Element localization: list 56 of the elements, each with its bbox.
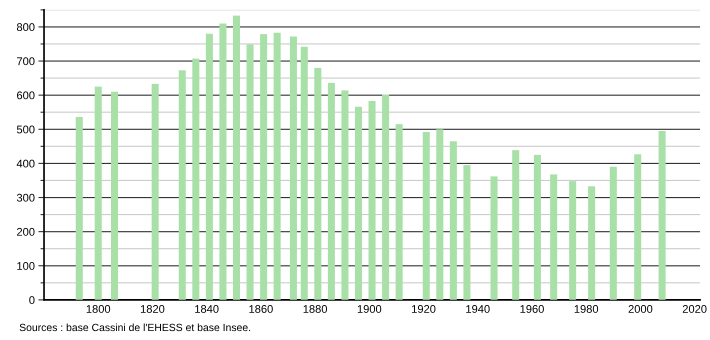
x-tick-label: 1880: [304, 305, 328, 313]
bar: [341, 90, 348, 300]
y-tick-label: 0: [29, 296, 35, 304]
bar: [382, 94, 390, 300]
bar: [328, 82, 335, 300]
y-tick-label: 400: [16, 160, 35, 168]
y-tick-label: 300: [16, 194, 35, 202]
bar: [206, 34, 213, 300]
x-tick-label: 1900: [358, 305, 382, 313]
x-tick-label: 2000: [628, 305, 652, 313]
bar: [436, 129, 444, 300]
bar: [463, 165, 470, 300]
x-tick-label: 1820: [140, 305, 164, 313]
y-tick-label: 100: [17, 262, 35, 270]
bar: [219, 24, 226, 300]
x-tick-label: 1960: [520, 305, 544, 313]
bar: [246, 44, 254, 300]
bar: [634, 154, 642, 300]
bar: [290, 36, 297, 300]
x-tick-label: 2020: [682, 305, 707, 313]
bar: [550, 174, 558, 300]
bar: [178, 70, 186, 300]
source-note: Sources : base Cassini de l'EHESS et base Insee.: [20, 323, 250, 332]
bar: [658, 130, 666, 300]
bar: [354, 106, 362, 300]
bar: [569, 181, 576, 300]
x-tick-label: 1800: [86, 305, 110, 313]
y-tick-label: 500: [16, 126, 35, 134]
y-tick-label: 700: [17, 57, 35, 66]
bar: [260, 34, 268, 300]
bar: [274, 32, 281, 300]
bar: [300, 46, 308, 300]
bar: [152, 84, 159, 300]
x-tick-label: 1840: [195, 305, 219, 313]
bar: [512, 150, 520, 300]
y-tick-label: 600: [17, 91, 35, 100]
x-tick-label: 1980: [574, 305, 598, 313]
bar: [76, 116, 83, 300]
bar: [396, 124, 403, 300]
y-tick-label: 200: [17, 228, 35, 236]
bar: [368, 100, 376, 300]
bar: [534, 154, 541, 300]
x-tick-label: 1940: [466, 305, 490, 313]
bar: [450, 141, 457, 300]
bar: [490, 176, 498, 300]
bar: [94, 86, 102, 300]
bar: [422, 132, 430, 300]
bar: [192, 58, 200, 300]
bar: [314, 68, 322, 300]
bar: [588, 186, 596, 300]
x-tick-label: 1920: [412, 305, 436, 313]
x-tick-label: 1860: [249, 305, 273, 313]
bar: [610, 166, 617, 300]
y-tick-label: 800: [16, 23, 35, 32]
bar: [110, 92, 118, 300]
bar: [232, 16, 240, 300]
